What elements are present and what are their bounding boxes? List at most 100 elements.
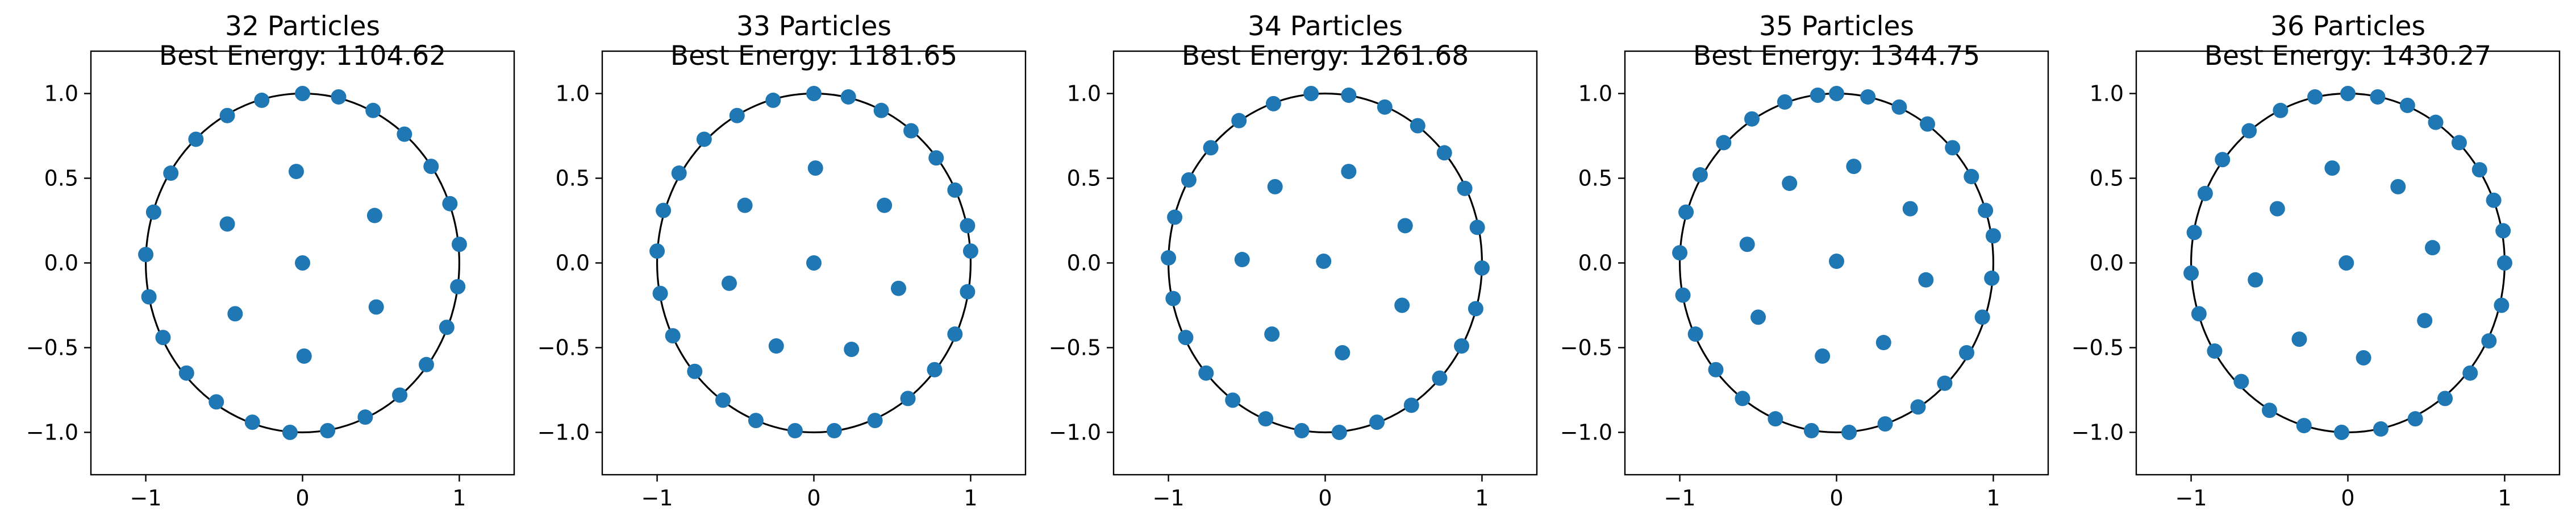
panel-title: 35 Particles [1759,11,1914,42]
particle-point [960,218,976,234]
x-tick-label: 1 [964,486,977,511]
particle-point [2451,135,2467,151]
particle-point [1708,362,1724,377]
particle-point [451,237,467,252]
particle-point [2481,333,2497,349]
particle-point [2241,123,2257,139]
particle-point [1810,87,1825,103]
y-tick-label: −1.0 [2071,420,2124,445]
particle-point [1225,392,1241,408]
y-tick-label: 0.5 [44,166,78,191]
particle-point [806,86,822,101]
particle-point [649,243,665,259]
particle-point [1294,423,1310,439]
particle-point [366,208,382,223]
particle-point [1782,175,1798,191]
particle-point [397,126,412,142]
particle-point [357,409,373,425]
particle-point [1234,252,1250,268]
y-tick-label: −1.0 [1049,420,1101,445]
particle-point [962,243,978,259]
particle-point [807,160,823,176]
particle-point [1161,250,1177,266]
particle-point [1920,116,1936,132]
particle-point [1369,414,1385,430]
particle-point [1815,348,1831,364]
x-tick-label: −1 [641,486,673,511]
particle-point [178,365,194,381]
particle-point [687,363,703,379]
particle-point [1803,423,1819,439]
particle-point [1469,219,1485,235]
x-tick-label: 0 [2341,486,2354,511]
particle-point [927,362,943,377]
particle-point [209,394,224,410]
particle-point [155,330,171,346]
y-tick-label: 0.5 [556,166,590,191]
particle-point [2356,350,2371,366]
y-tick-label: 0.0 [556,251,590,276]
particle-point [1739,237,1755,252]
particle-point [671,165,687,181]
particle-point [1432,370,1448,386]
particle-point [903,123,919,139]
particle-point [806,255,822,271]
particle-point [1875,335,1891,351]
y-tick-label: −1.0 [1560,420,1612,445]
particle-point [295,255,310,271]
particle-point [138,247,154,263]
particle-point [1203,140,1219,156]
particle-point [2399,97,2415,113]
x-tick-label: −1 [1153,486,1185,511]
particle-point [787,423,803,439]
particle-point [2197,185,2213,201]
particle-point [1165,291,1181,306]
particle-point [1264,326,1280,342]
particle-point [1877,416,1893,432]
particle-point [2233,374,2249,389]
particle-point [1436,145,1452,161]
particle-point [1675,287,1691,303]
particle-point [768,338,784,354]
particle-point [1397,218,1413,234]
particle-point [1777,94,1793,110]
particle-point [219,216,235,232]
particle-point [1316,254,1332,269]
x-tick-label: 1 [2498,486,2511,511]
panel-title: 36 Particles [2270,11,2425,42]
x-tick-label: 0 [1829,486,1843,511]
particle-point [900,391,916,406]
particle-point [1394,297,1410,313]
panel-subtitle: Best Energy: 1430.27 [2204,40,2491,72]
particle-point [296,348,312,364]
particle-point [960,284,976,300]
y-tick-label: −0.5 [1049,335,1101,360]
particle-point [665,328,681,344]
particle-point [765,92,781,108]
y-tick-label: 0.5 [1578,166,1612,191]
y-tick-label: 0.5 [2090,166,2124,191]
particle-point [840,89,856,105]
particle-point [873,102,889,118]
particle-point [439,320,455,335]
particle-point [1335,345,1350,360]
particle-point [2307,89,2323,105]
particle-point [928,150,944,166]
particle-point [1341,164,1357,180]
particle-point [2207,343,2223,359]
particle-point [1829,254,1844,269]
particle-point [715,392,731,408]
particle-point [1474,260,1490,276]
particle-point [1331,425,1347,440]
particle-point [2373,421,2389,437]
particle-point [1964,169,1979,185]
particle-point [2390,179,2406,194]
particle-point [2437,391,2453,406]
particle-point [729,107,745,123]
particle-point [1198,365,1214,381]
particle-point [2425,240,2440,256]
particle-point [1750,309,1766,325]
